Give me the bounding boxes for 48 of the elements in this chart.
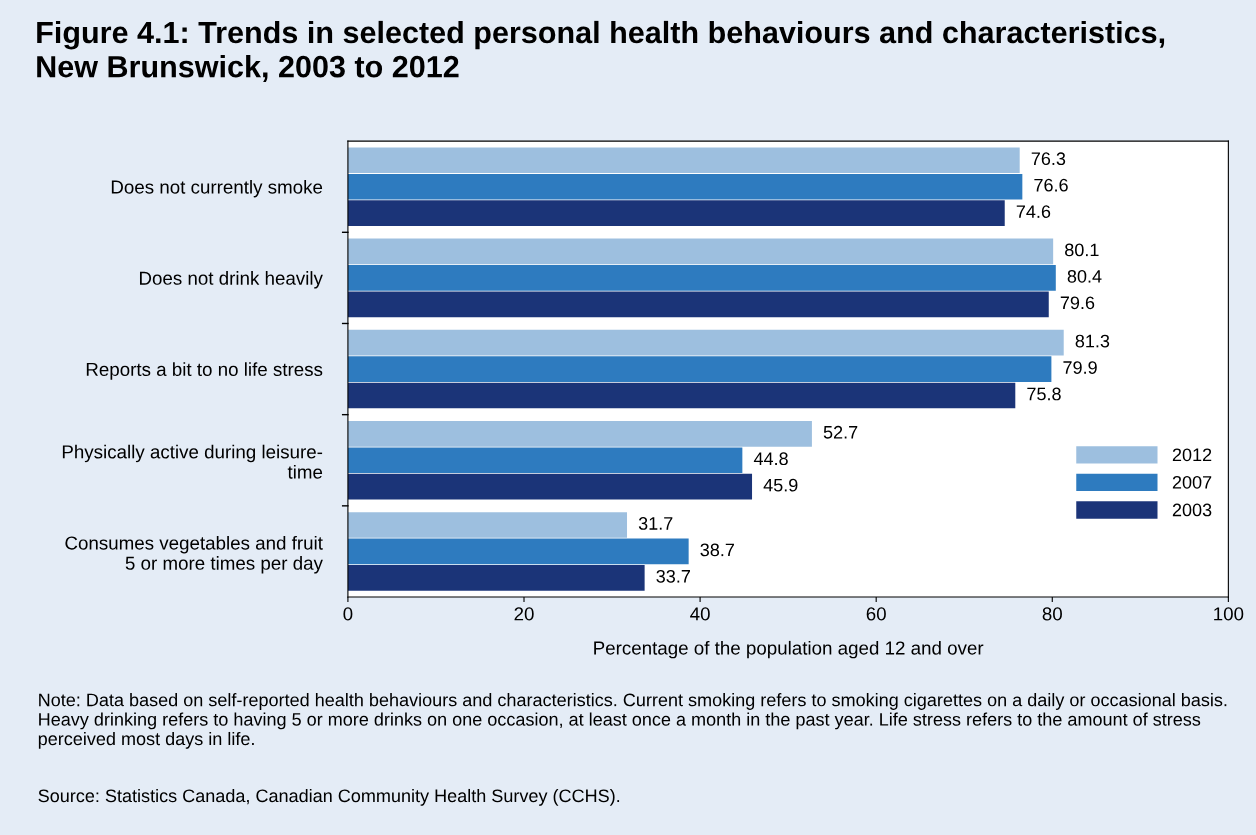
y-tick-label: Reports a bit to no life stress — [86, 362, 323, 380]
bar — [347, 420, 812, 447]
bar — [347, 147, 1020, 174]
x-axis-title: Percentage of the population aged 12 and over — [594, 640, 984, 659]
x-tick-label: 80 — [1042, 607, 1062, 621]
data-label: 33.7 — [656, 569, 690, 583]
data-label: 38.7 — [700, 543, 734, 557]
legend-label: 2012 — [1172, 448, 1212, 462]
bar — [347, 565, 645, 591]
data-label: 80.1 — [1065, 243, 1099, 257]
y-tick-label: Does not currently smoke — [111, 179, 323, 198]
data-label: 45.9 — [763, 478, 798, 492]
bar — [347, 356, 1052, 382]
x-tick-label: 0 — [343, 607, 353, 621]
bar — [347, 329, 1064, 356]
bar — [347, 238, 1054, 265]
data-label: 75.8 — [1027, 387, 1061, 401]
y-tick-label: Physically active during leisure- time — [62, 444, 323, 479]
data-label: 80.4 — [1067, 269, 1102, 283]
data-label: 79.9 — [1063, 361, 1097, 374]
y-tick-label: Consumes vegetables and fruit 5 or more times per day — [65, 535, 323, 574]
data-label: 52.7 — [823, 425, 858, 439]
text: Note: Data based on self-reported health behaviours and characteristics. Current smoking refers to smoking cigarettes on a daily or occasional basis. Heavy drinking refers to having 5 or more drinks on one occasion, at least once a month in the past year. Life stress refers to the amount of stress perceived most days in life. — [38, 693, 1227, 749]
data-label: 81.3 — [1075, 334, 1110, 348]
data-label: 31.7 — [638, 517, 673, 530]
x-tick-label: 40 — [690, 607, 710, 621]
y-tick-label: Does not drink heavily — [139, 271, 323, 289]
bar — [347, 173, 1023, 200]
legend-label: 2007 — [1172, 475, 1212, 489]
bar — [347, 200, 1005, 226]
bar — [347, 512, 628, 538]
bar — [347, 382, 1016, 409]
x-tick-label: 60 — [866, 607, 886, 621]
bar — [347, 265, 1056, 291]
data-label: 76.6 — [1034, 178, 1068, 192]
data-label: 44.8 — [753, 452, 788, 466]
bar — [347, 473, 753, 500]
x-tick-label: 100 — [1214, 607, 1244, 621]
bar — [347, 291, 1049, 318]
bar — [347, 447, 743, 474]
bar — [347, 538, 689, 565]
data-label: 76.3 — [1031, 152, 1066, 166]
data-label: 79.6 — [1060, 296, 1095, 310]
legend-label: 2003 — [1172, 503, 1212, 517]
chart-title: Figure 4.1: Trends in selected personal health behaviours and characteristics, New Brunswick, 2003 to 2012 — [37, 20, 1165, 82]
data-label: 74.6 — [1016, 205, 1051, 218]
x-tick-label: 20 — [514, 607, 534, 621]
source-note: Source: Statistics Canada, Canadian Community Health Survey (CCHS). — [38, 788, 620, 806]
